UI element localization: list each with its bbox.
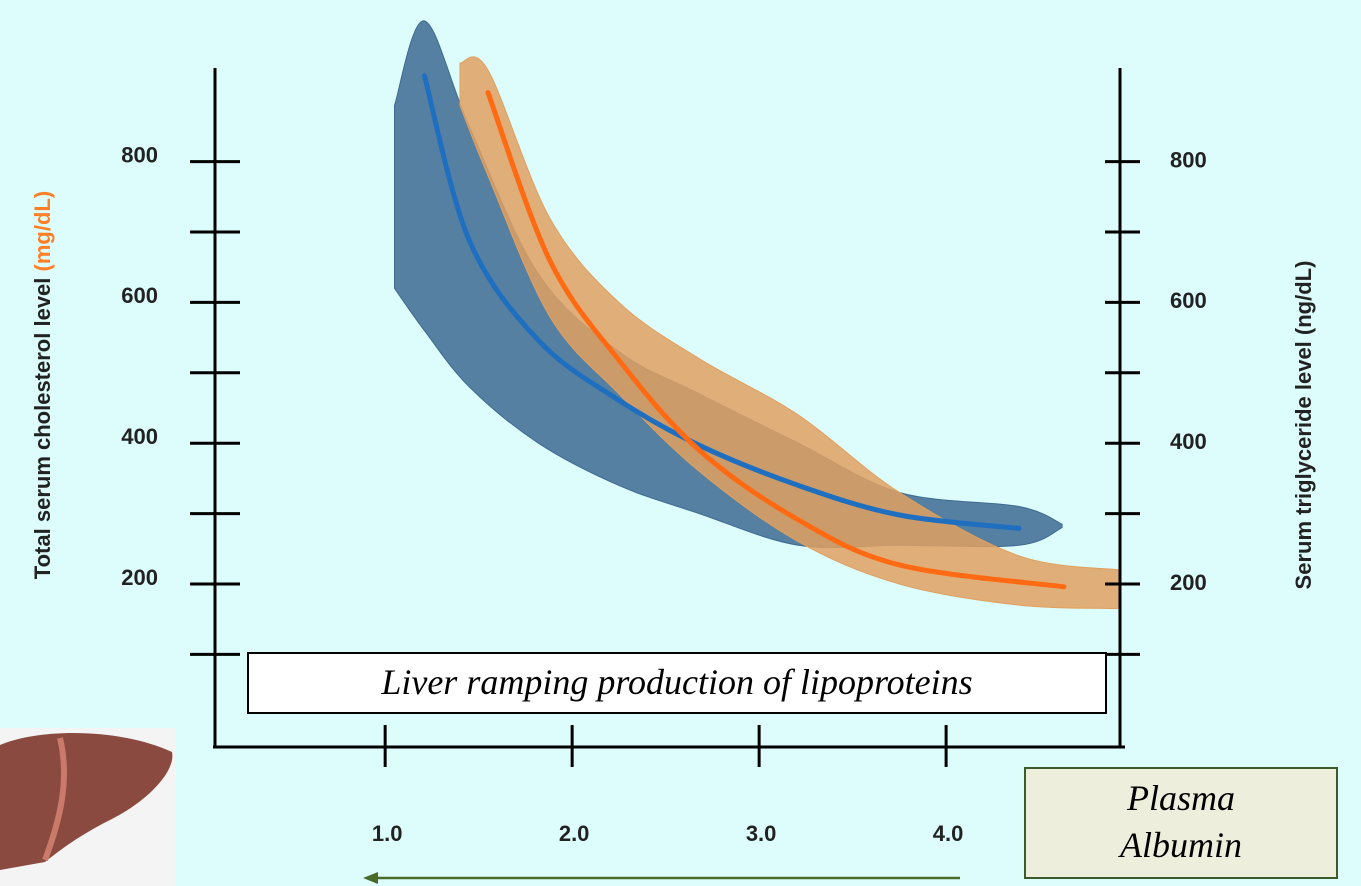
y-tick-label: 600: [121, 283, 158, 308]
liver-icon: [0, 728, 176, 886]
y-axis-label: Total serum cholesterol level (mg/dL): [30, 191, 55, 579]
x-tick-label: 4.0: [933, 821, 964, 846]
line: [421, 73, 1022, 531]
arrow-head: [363, 872, 378, 884]
liver-ligament: [42, 737, 67, 862]
line: [485, 90, 1067, 590]
x-label-line: Plasma: [1126, 778, 1235, 818]
y2-tick-label: 800: [1170, 147, 1207, 172]
axes: [190, 68, 1140, 767]
y-tick-label: 400: [121, 424, 158, 449]
y-axis-label-unit: (mg/dL): [30, 191, 55, 272]
x-label-box: [1024, 767, 1338, 879]
annotation-box: [247, 652, 1107, 714]
annotation: Liver ramping production of lipoproteins: [380, 662, 972, 702]
x-tick-label: 3.0: [746, 821, 777, 846]
y-tick-label: 200: [121, 565, 158, 590]
lines: [421, 73, 1067, 590]
y2-axis-label: Serum triglyceride level (ng/dL): [1291, 261, 1316, 590]
y2-tick-label: 600: [1170, 288, 1207, 313]
y-axis-label-text: Total serum cholesterol level: [30, 278, 55, 580]
x-tick-label: 1.0: [372, 821, 403, 846]
x-label-line: Albumin: [1118, 825, 1242, 865]
liver: [0, 733, 173, 870]
x-tick-label: 2.0: [559, 821, 590, 846]
y2-tick-label: 400: [1170, 429, 1207, 454]
y-tick-label: 800: [121, 142, 158, 167]
y2-tick-label: 200: [1170, 570, 1207, 595]
